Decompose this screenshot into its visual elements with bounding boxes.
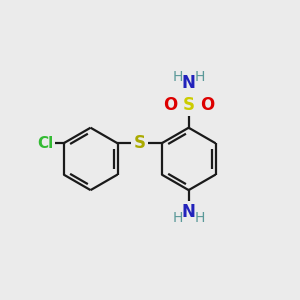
Text: O: O bbox=[200, 95, 214, 113]
Text: H: H bbox=[195, 70, 205, 84]
Text: S: S bbox=[134, 134, 146, 152]
Text: H: H bbox=[195, 211, 205, 225]
Text: S: S bbox=[183, 95, 195, 113]
Text: N: N bbox=[182, 74, 196, 92]
Text: O: O bbox=[163, 95, 177, 113]
Text: N: N bbox=[182, 202, 196, 220]
Text: H: H bbox=[172, 70, 182, 84]
Text: Cl: Cl bbox=[37, 136, 53, 151]
Text: H: H bbox=[172, 211, 182, 225]
